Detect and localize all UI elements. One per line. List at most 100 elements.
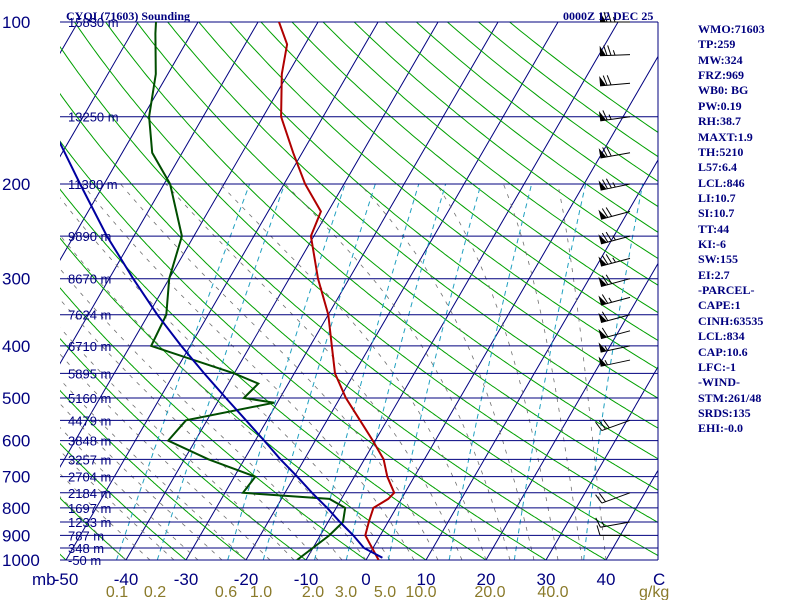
mixing-ratio-unit-label: g/kg bbox=[639, 584, 669, 600]
temperature-tick-label: 0 bbox=[361, 570, 370, 589]
wind-barb-flag bbox=[595, 421, 603, 431]
wind-barb-flag bbox=[605, 274, 613, 284]
wind-barb-flag bbox=[601, 311, 609, 321]
temperature-unit-label: C bbox=[653, 570, 665, 589]
wind-barb bbox=[598, 178, 631, 191]
temperature-tick-label: 20 bbox=[477, 570, 496, 589]
wind-barb-flag bbox=[607, 11, 612, 23]
wind-barb-staff bbox=[601, 419, 631, 432]
wind-barb bbox=[598, 146, 631, 159]
height-label: 4479 m bbox=[68, 413, 111, 428]
pressure-tick-label: 100 bbox=[2, 13, 30, 32]
wind-barb-pennant bbox=[599, 45, 607, 56]
sounding-index-line: EI:2.7 bbox=[698, 267, 730, 282]
sounding-index-line: -WIND- bbox=[698, 375, 740, 390]
moist-adiabat-line bbox=[60, 268, 343, 560]
mixing-ratio-tick-label: 1.0 bbox=[250, 584, 272, 600]
sounding-index-line: -PARCEL- bbox=[698, 283, 755, 298]
sounding-index-line: LCL:834 bbox=[698, 329, 745, 344]
temperature-tick-label: -10 bbox=[294, 570, 319, 589]
sounding-index-line: SI:10.7 bbox=[698, 206, 735, 221]
wind-barb-flag bbox=[605, 207, 613, 217]
height-label: 5895 m bbox=[68, 366, 111, 381]
wind-barb bbox=[598, 110, 631, 122]
mixing-ratio-tick-label: 0.2 bbox=[144, 584, 166, 600]
wind-barb-half-flag bbox=[601, 521, 605, 527]
dewpoint-trace bbox=[148, 22, 347, 560]
wind-barb-pennant bbox=[599, 75, 607, 86]
sounding-index-line: KI:-6 bbox=[698, 237, 726, 252]
wind-barb-flag bbox=[596, 525, 601, 536]
wind-barb bbox=[596, 525, 630, 536]
sounding-index-line: LI:10.7 bbox=[698, 190, 736, 205]
temperature-tick-label: 30 bbox=[537, 570, 556, 589]
wind-barb-half-flag bbox=[608, 297, 613, 303]
wind-barb bbox=[598, 342, 631, 353]
wind-barb-flag bbox=[606, 75, 612, 86]
mixing-ratio-tick-label: 20.0 bbox=[474, 584, 505, 600]
wind-barb-pennant bbox=[598, 312, 607, 323]
wind-barb-half-flag bbox=[608, 114, 612, 120]
moist-adiabat-line bbox=[60, 197, 391, 560]
sounding-index-line: TT:44 bbox=[698, 221, 730, 236]
height-label: 5160 m bbox=[68, 391, 111, 406]
wind-barb-pennant bbox=[598, 342, 607, 353]
height-label: 348 m bbox=[68, 541, 104, 556]
wind-barb-half-flag bbox=[612, 235, 616, 241]
height-label: 1233 m bbox=[68, 515, 111, 530]
wind-barb-half-flag bbox=[612, 50, 616, 56]
isotherm-line bbox=[60, 22, 139, 158]
wind-barb-half-flag bbox=[604, 345, 608, 351]
height-label: 2704 m bbox=[68, 470, 111, 485]
wind-barb-pennant bbox=[598, 148, 607, 158]
wind-barb-flag bbox=[598, 420, 606, 430]
sounding-index-line: TH:5210 bbox=[698, 144, 744, 159]
height-label: -50 m bbox=[68, 553, 101, 568]
height-label: 3257 m bbox=[68, 452, 111, 467]
wind-barb-pennant bbox=[600, 12, 606, 22]
isotherm-line bbox=[60, 22, 199, 261]
wind-barb-flag bbox=[605, 231, 613, 242]
sounding-index-line: CAPE:1 bbox=[698, 298, 741, 313]
wind-barb-half-flag bbox=[612, 182, 616, 188]
mixing-ratio-line bbox=[314, 183, 420, 560]
temperature-tick-label: 40 bbox=[597, 570, 616, 589]
wind-barb-pennant bbox=[598, 295, 607, 306]
sounding-index-line: SRDS:135 bbox=[698, 405, 751, 420]
isotherm-line bbox=[60, 22, 319, 468]
temperature-tick-label: -50 bbox=[54, 570, 79, 589]
height-label: 6710 m bbox=[68, 339, 111, 354]
mixing-ratio-tick-label: 10.0 bbox=[405, 584, 436, 600]
temperature-tick-label: -20 bbox=[234, 570, 259, 589]
wind-barb-flag bbox=[601, 294, 609, 304]
wind-barb-flag bbox=[602, 75, 608, 86]
sounding-index-line: EHI:-0.0 bbox=[698, 421, 743, 436]
chart-datetime: 0000Z 12 DEC 25 bbox=[563, 9, 653, 23]
sounding-traces bbox=[60, 22, 396, 560]
pressure-unit-label: mb bbox=[32, 570, 56, 589]
wind-barb-flag bbox=[602, 179, 608, 189]
height-label: 3848 m bbox=[68, 434, 111, 449]
sounding-index-line: LFC:-1 bbox=[698, 359, 736, 374]
isotherm-line bbox=[60, 22, 259, 365]
wind-barb-pennant bbox=[598, 256, 607, 267]
wind-barb-flag bbox=[595, 494, 603, 504]
wind-barb-flag bbox=[605, 178, 612, 189]
height-label: 15830 m bbox=[68, 15, 119, 30]
wind-barb-flag bbox=[605, 254, 613, 264]
wind-barb-staff bbox=[600, 82, 631, 87]
wind-barb-flag bbox=[603, 45, 608, 56]
wind-barb bbox=[598, 274, 631, 287]
height-label: 9890 m bbox=[68, 229, 111, 244]
wind-barb-staff bbox=[601, 492, 631, 504]
isotherm-line bbox=[545, 365, 658, 560]
wind-barb-pennant bbox=[598, 328, 607, 339]
height-label: 13250 m bbox=[68, 110, 119, 125]
wind-barb-flag bbox=[606, 146, 612, 157]
sounding-indices-panel: WMO:71603 TP:259 MW:324 FRZ:969 WB0: BG PW:0.… bbox=[698, 22, 798, 437]
wind-barb-staff bbox=[600, 359, 631, 367]
sounding-index-line: SW:155 bbox=[698, 252, 739, 267]
isotherm-line bbox=[365, 55, 658, 560]
